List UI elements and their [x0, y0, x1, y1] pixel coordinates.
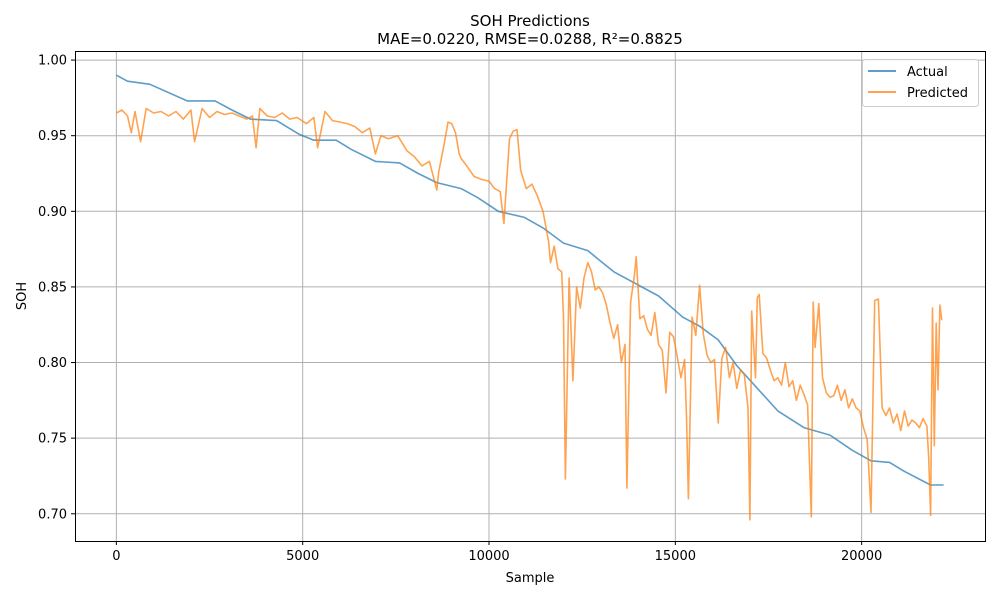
y-axis-ticks: 0.70 0.75 0.80 0.85 0.90 0.95 1.00 [38, 54, 75, 522]
series-line-actual [116, 74, 944, 486]
grid-lines [75, 51, 985, 541]
legend-label-predicted: Predicted [907, 86, 968, 101]
y-tick-label: 0.85 [38, 280, 67, 295]
x-tick-label: 0 [112, 549, 120, 564]
y-tick-label: 0.75 [38, 432, 67, 447]
plot-frame [75, 51, 986, 542]
chart-title: SOH Predictions [470, 12, 590, 30]
x-tick-label: 20000 [841, 549, 882, 564]
y-tick-label: 0.95 [38, 129, 67, 144]
series-line-predicted [116, 107, 943, 521]
x-axis-label: Sample [506, 571, 555, 586]
y-tick-label: 0.80 [38, 356, 67, 371]
x-tick-label: 10000 [468, 549, 509, 564]
series-layer [116, 74, 944, 521]
x-axis-ticks: 0 5000 10000 15000 20000 [112, 541, 882, 564]
x-tick-label: 15000 [655, 549, 696, 564]
y-tick-label: 0.70 [38, 507, 67, 522]
legend-label-actual: Actual [907, 65, 948, 80]
x-tick-label: 5000 [286, 549, 319, 564]
y-tick-label: 0.90 [38, 205, 67, 220]
y-tick-label: 1.00 [38, 54, 67, 69]
legend: Actual Predicted [862, 59, 979, 107]
title-group: SOH Predictions MAE=0.0220, RMSE=0.0288,… [377, 12, 683, 48]
chart-subtitle: MAE=0.0220, RMSE=0.0288, R²=0.8825 [377, 30, 683, 48]
y-axis-label: SOH [15, 282, 30, 310]
